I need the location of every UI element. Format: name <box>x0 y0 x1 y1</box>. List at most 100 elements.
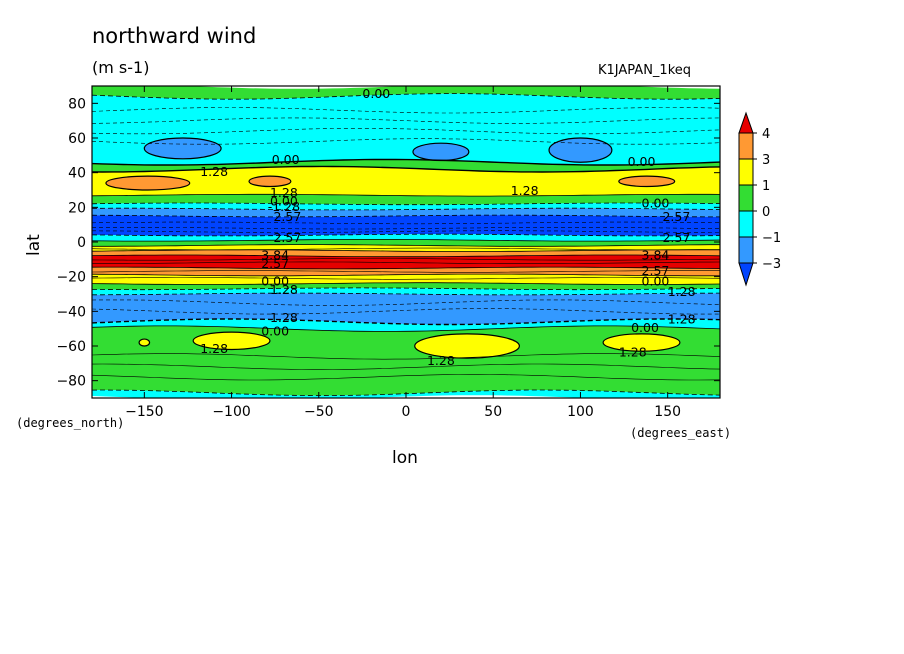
contour-line-16 <box>92 287 720 291</box>
y-tick-label-1: 60 <box>68 131 86 147</box>
band-3 <box>92 166 720 197</box>
x-tick-label-1: −100 <box>212 404 250 420</box>
contour-line-5 <box>92 202 720 206</box>
contour-blob-9 <box>138 338 151 347</box>
contour-line-17 <box>92 292 720 296</box>
contour-blob-5 <box>618 175 676 188</box>
contour-line-10 <box>92 244 720 247</box>
contour-label-3: 1.28 <box>200 164 228 179</box>
y-tick-label-7: −60 <box>56 339 86 355</box>
contour-label-17: 0.00 <box>261 273 289 288</box>
contour-blob-8 <box>602 333 681 352</box>
y-tick-label-2: 40 <box>68 166 86 182</box>
contour-labels: 0.000.00 0.001.281.28 1.280.00-1.282.570.0… <box>200 86 695 368</box>
contour-line-extra-14 <box>92 353 720 360</box>
contour-line-3 <box>92 165 720 173</box>
contour-line-extra-15 <box>92 363 720 370</box>
x-tick-label-5: 100 <box>567 404 594 420</box>
contour-line-19 <box>92 325 720 332</box>
x-axis-units: (degrees_east) <box>630 426 732 440</box>
y-tick-label-0: 80 <box>68 96 86 112</box>
contour-label-21: 1.28 <box>270 310 298 325</box>
colorbar: 4 3 1 0 −1 −3 <box>738 111 781 287</box>
chart-units: (m s-1) <box>92 58 150 77</box>
colorbar-swatch-2 <box>738 158 754 186</box>
contour-label-24: 1.28 <box>668 312 696 327</box>
contour-line-6 <box>92 207 720 211</box>
contour-label-16: 2.57 <box>642 263 670 278</box>
contour-label-10: 2.57 <box>662 209 690 224</box>
contour-label-14: 2.57 <box>261 256 289 271</box>
contour-line-12 <box>92 254 720 258</box>
colorbar-label-3: 0 <box>762 205 770 220</box>
band-7 <box>92 215 720 236</box>
contour-label-7: -1.28 <box>268 199 300 214</box>
band-18 <box>92 319 720 332</box>
contour-line-extra-4 <box>92 258 720 261</box>
contour-blob-3 <box>105 175 191 191</box>
contour-line-extra-6 <box>92 270 720 273</box>
colorbar-swatch-3 <box>738 184 754 212</box>
band-4 <box>92 194 720 205</box>
contour-blob-6 <box>192 331 271 351</box>
band-0 <box>92 86 720 100</box>
contour-label-1: 0.00 <box>272 152 300 167</box>
contour-line-extra-5 <box>92 261 720 264</box>
contour-blob-1 <box>412 142 470 162</box>
contour-blob-4 <box>248 175 292 188</box>
contour-label-5: 1.28 <box>511 183 539 198</box>
contour-label-9: 0.00 <box>642 195 670 210</box>
contour-label-22: 0.00 <box>261 324 289 339</box>
band-6 <box>92 208 720 217</box>
colorbar-label-4: −1 <box>762 231 781 246</box>
chart-title: northward wind <box>92 24 257 48</box>
colorbar-swatch-5 <box>738 236 754 264</box>
contour-line-1 <box>92 93 720 100</box>
contour-line-13 <box>92 266 720 270</box>
colorbar-swatch-1 <box>738 132 754 160</box>
band-17 <box>92 293 720 325</box>
y-tick-label-8: −80 <box>56 374 86 390</box>
y-tick-label-3: 20 <box>68 200 86 216</box>
contour-label-25: 1.28 <box>200 341 228 356</box>
colorbar-label-0: 4 <box>762 127 770 142</box>
contour-label-11: 2.57 <box>273 230 301 245</box>
colorbar-label-2: 1 <box>762 179 770 194</box>
contour-line-9 <box>92 239 720 242</box>
y-tick-label-6: −40 <box>56 304 86 320</box>
contour-label-19: 0.00 <box>642 273 670 288</box>
contour-blob-7 <box>414 333 520 359</box>
x-axis-label: lon <box>392 448 418 468</box>
contour-line-14 <box>92 273 720 277</box>
contour-line-8 <box>92 233 720 237</box>
contour-lines <box>92 93 720 396</box>
x-tick-label-6: 150 <box>654 404 681 420</box>
contour-label-27: 1.28 <box>619 344 647 359</box>
contour-line-extra-7 <box>92 277 720 280</box>
contour-line-15 <box>92 282 720 285</box>
contour-label-15: 3.84 <box>642 247 670 262</box>
band-16 <box>92 287 720 295</box>
contour-line-extra-16 <box>92 374 720 381</box>
contour-label-26: 1.28 <box>427 353 455 368</box>
x-tick-label-0: −150 <box>125 404 163 420</box>
y-axis-units: (degrees_north) <box>16 416 125 430</box>
x-tick-label-2: −50 <box>304 404 334 420</box>
contour-label-23: 0.00 <box>631 320 659 335</box>
colorbar-swatch-0 <box>738 111 754 134</box>
contour-blob-0 <box>143 137 222 160</box>
contour-label-4: 1.28 <box>270 185 298 200</box>
contour-label-6: 0.00 <box>270 194 298 209</box>
contour-label-20: 1.28 <box>668 284 696 299</box>
contour-label-2: 0.00 <box>628 154 656 169</box>
contour-line-2 <box>92 158 720 166</box>
band-13 <box>92 267 720 276</box>
contour-line-7 <box>92 214 720 218</box>
x-axis-ticks: −150 −100 −50 0 50 100 150 <box>125 86 681 420</box>
contour-line-4 <box>92 193 720 197</box>
plot-area <box>92 86 720 398</box>
colorbar-label-5: −3 <box>762 257 781 272</box>
y-axis-ticks: 80 60 40 20 0 −20 −40 −60 −80 <box>56 96 720 390</box>
contour-line-extra-3 <box>92 247 720 251</box>
